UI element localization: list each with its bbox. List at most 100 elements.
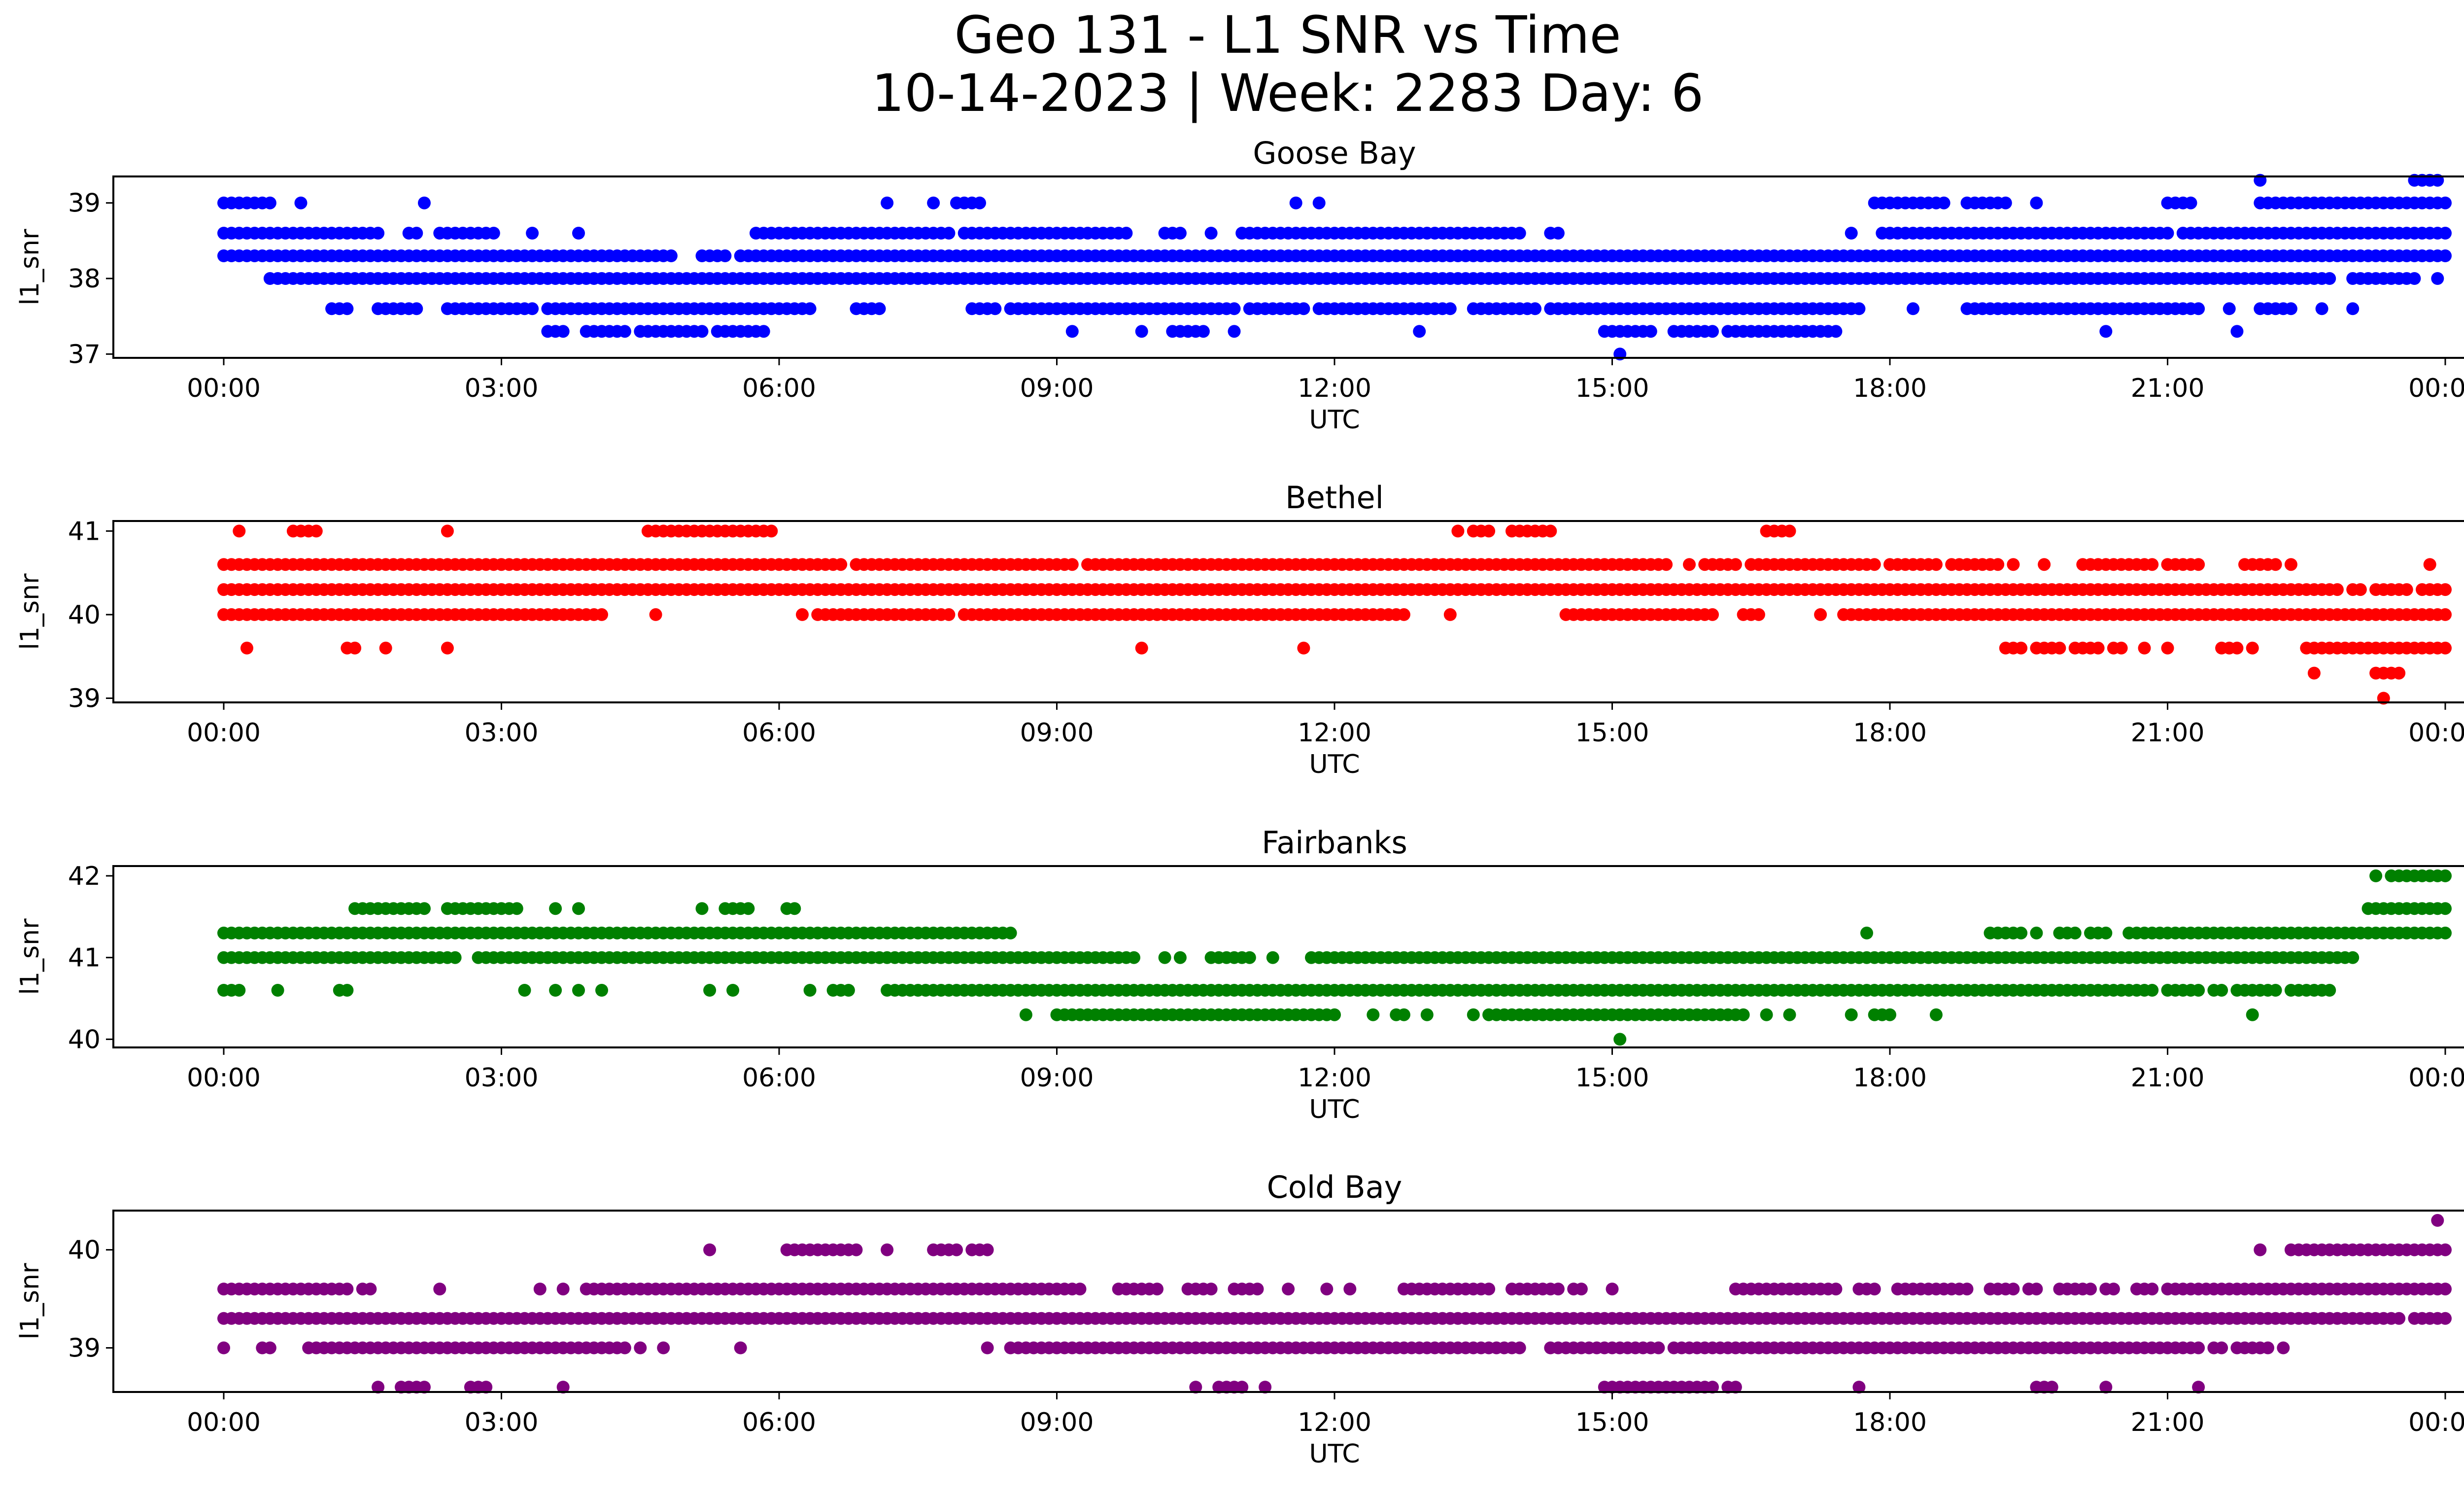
y-tick-label: 39 xyxy=(68,189,101,218)
data-point xyxy=(1297,641,1310,655)
x-tick-label: 15:00 xyxy=(1575,1408,1649,1437)
data-point xyxy=(2439,902,2452,915)
data-point xyxy=(1729,1381,1742,1394)
x-tick-label: 06:00 xyxy=(742,1063,816,1093)
data-point xyxy=(1443,302,1457,315)
y-axis-label: l1_snr xyxy=(15,229,45,306)
x-tick-label: 21:00 xyxy=(2131,1063,2205,1093)
data-point xyxy=(1367,1008,1380,1021)
data-point xyxy=(526,227,539,240)
subplot-title: Cold Bay xyxy=(1267,1169,1403,1205)
data-point xyxy=(1065,558,1079,571)
data-point xyxy=(441,524,454,538)
y-axis-label: l1_snr xyxy=(15,573,45,650)
data-point xyxy=(719,249,732,262)
x-tick-label: 21:00 xyxy=(2131,718,2205,748)
x-tick-label: 00:00 xyxy=(2408,1063,2464,1093)
data-point xyxy=(1204,1283,1218,1296)
y-tick-label: 40 xyxy=(68,600,101,630)
data-point xyxy=(1929,1008,1943,1021)
data-point xyxy=(757,325,770,338)
data-point xyxy=(2115,641,2128,655)
data-point xyxy=(695,325,709,338)
data-point xyxy=(1297,302,1310,315)
x-tick-label: 03:00 xyxy=(465,374,539,403)
data-point xyxy=(2184,196,2197,209)
data-point xyxy=(989,302,1002,315)
data-point xyxy=(2053,641,2066,655)
x-tick-label: 00:00 xyxy=(187,374,261,403)
data-point xyxy=(1737,1008,1750,1021)
y-tick-label: 39 xyxy=(68,684,101,714)
data-point xyxy=(657,1341,670,1355)
y-tick-label: 40 xyxy=(68,1236,101,1265)
data-point xyxy=(2330,583,2344,596)
data-point xyxy=(2369,869,2383,882)
data-point xyxy=(1413,325,1426,338)
data-point xyxy=(1420,1008,1434,1021)
data-point xyxy=(2423,558,2436,571)
x-axis-label: UTC xyxy=(1309,1095,1360,1124)
x-axis-label: UTC xyxy=(1309,750,1360,779)
data-point xyxy=(1529,302,1541,315)
data-point xyxy=(2439,641,2452,655)
data-point xyxy=(2439,227,2452,240)
data-point xyxy=(2215,984,2228,997)
data-point xyxy=(942,608,956,621)
data-point xyxy=(703,1243,717,1256)
data-point xyxy=(2107,1283,2120,1296)
data-point xyxy=(842,984,855,997)
data-point xyxy=(803,984,817,997)
data-point xyxy=(2099,1381,2113,1394)
data-point xyxy=(263,196,276,209)
data-point xyxy=(1937,196,1951,209)
data-point xyxy=(2269,558,2282,571)
y-tick-label: 37 xyxy=(68,340,101,369)
data-point xyxy=(796,608,809,621)
data-points xyxy=(217,1214,2452,1394)
data-point xyxy=(2439,1312,2452,1325)
data-point xyxy=(233,524,246,538)
data-point xyxy=(2439,926,2452,939)
data-point xyxy=(2099,325,2113,338)
subplot-bethel: Bethel 00:00 03:00 06:00 09:00 12:00 15:00 18:0… xyxy=(15,480,2464,779)
data-point xyxy=(2030,926,2043,939)
data-point xyxy=(2084,1283,2097,1296)
data-point xyxy=(1760,1008,1773,1021)
x-tick-label: 18:00 xyxy=(1853,374,1927,403)
y-tick-label: 40 xyxy=(68,1025,101,1054)
data-point xyxy=(1829,325,1843,338)
data-point xyxy=(765,524,778,538)
data-point xyxy=(2161,641,2174,655)
data-point xyxy=(418,902,431,915)
x-axis-label: UTC xyxy=(1309,405,1360,435)
y-tick-label: 38 xyxy=(68,264,101,294)
data-point xyxy=(549,902,562,915)
data-point xyxy=(734,1341,747,1355)
data-point xyxy=(618,1341,631,1355)
data-point xyxy=(341,984,354,997)
data-point xyxy=(1907,302,1919,315)
figure-title: Geo 131 - L1 SNR vs Time 10-14-2023 | We… xyxy=(0,6,2464,122)
data-point xyxy=(217,1341,230,1355)
data-point xyxy=(2091,641,2105,655)
title-line-2: 10-14-2023 | Week: 2283 Day: 6 xyxy=(871,63,1704,123)
x-tick-label: 15:00 xyxy=(1575,374,1649,403)
data-point xyxy=(240,641,253,655)
data-point xyxy=(2161,227,2174,240)
data-point xyxy=(556,1283,570,1296)
subplot-title: Fairbanks xyxy=(1262,825,1407,861)
data-point xyxy=(518,984,531,997)
data-point xyxy=(695,902,709,915)
data-point xyxy=(2439,608,2452,621)
data-point xyxy=(364,1283,377,1296)
data-point xyxy=(834,558,848,571)
y-tick-label: 41 xyxy=(68,943,101,973)
data-point xyxy=(1243,951,1256,964)
data-point xyxy=(1814,608,1827,621)
data-point xyxy=(1606,1283,1619,1296)
data-point xyxy=(1860,926,1873,939)
y-axis-label: l1_snr xyxy=(15,1263,45,1340)
data-point xyxy=(479,1381,493,1394)
